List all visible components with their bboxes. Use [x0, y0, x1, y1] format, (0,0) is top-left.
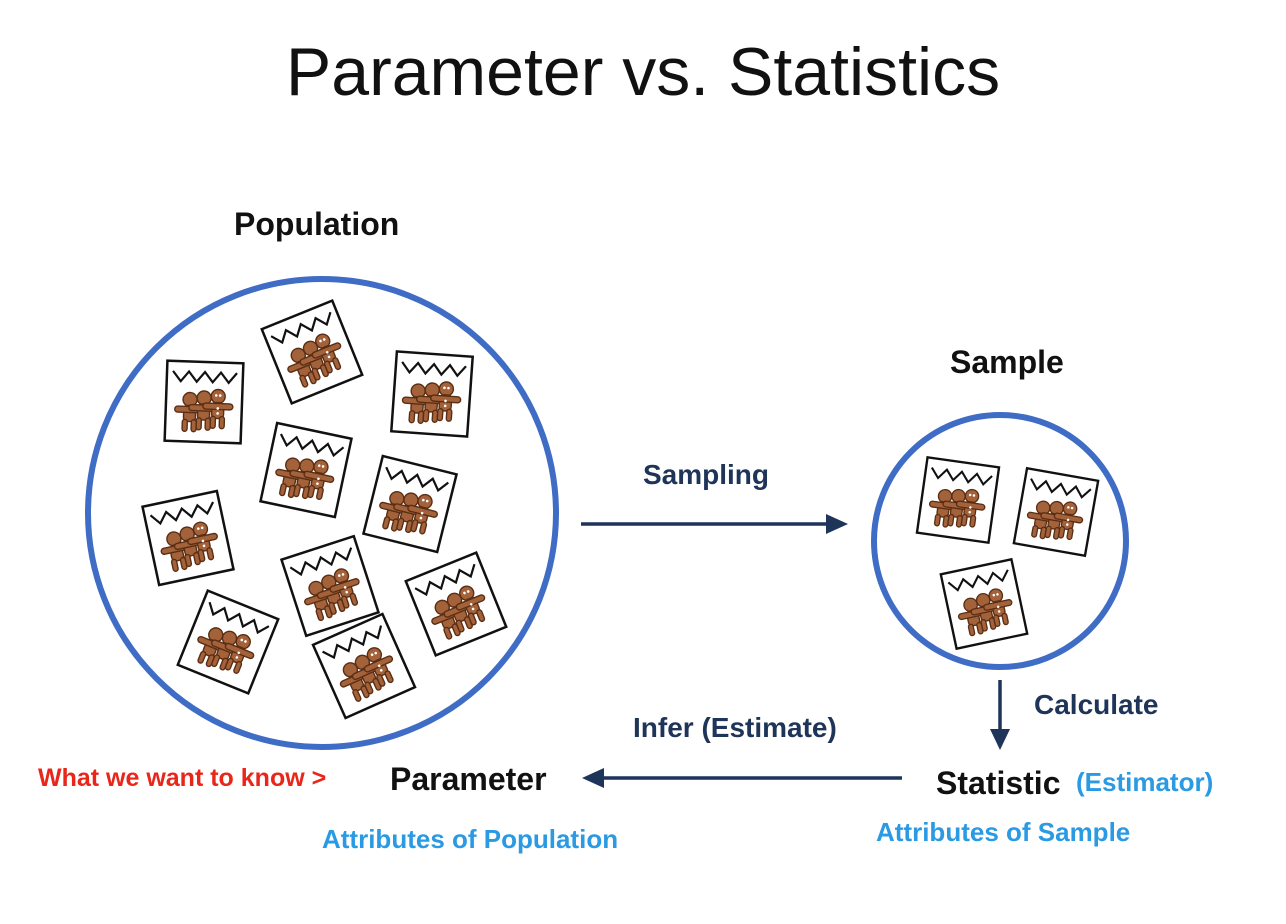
- population-attributes-label: Attributes of Population: [322, 824, 619, 854]
- gingerbread-cookie-bag-icon: [915, 456, 1001, 544]
- calculate-label: Calculate: [1034, 689, 1159, 720]
- sample-circle: [871, 412, 1129, 670]
- what-we-want-label: What we want to know >: [38, 764, 327, 792]
- sample-label: Sample: [950, 344, 1064, 380]
- population-label: Population: [234, 206, 400, 242]
- gingerbread-cookie-bag-icon: [280, 534, 380, 638]
- population-circle: [85, 276, 559, 750]
- gingerbread-cookie-bag-icon: [362, 454, 458, 554]
- gingerbread-cookie-bag-icon: [260, 299, 364, 405]
- gingerbread-cookie-bag-icon: [1012, 467, 1100, 557]
- calculate-arrow-icon: [990, 680, 1010, 750]
- page-title: Parameter vs. Statistics: [285, 34, 1001, 110]
- gingerbread-cookie-bag-icon: [390, 350, 474, 438]
- sampling-arrow-icon: [581, 514, 848, 534]
- sampling-label: Sampling: [643, 459, 770, 490]
- estimator-label: (Estimator): [1076, 767, 1214, 797]
- sample-attributes-label: Attributes of Sample: [876, 817, 1131, 847]
- gingerbread-cookie-bag-icon: [176, 589, 280, 695]
- population-cookie-bags: [141, 299, 508, 720]
- sample-cookie-bags: [915, 456, 1100, 650]
- gingerbread-cookie-bag-icon: [163, 359, 245, 445]
- parameter-label: Parameter: [390, 761, 547, 797]
- gingerbread-cookie-bag-icon: [404, 551, 508, 657]
- gingerbread-cookie-bag-icon: [939, 558, 1029, 650]
- infer-label: Infer (Estimate): [633, 712, 837, 743]
- gingerbread-cookie-bag-icon: [259, 421, 353, 519]
- statistic-label: Statistic: [936, 765, 1061, 801]
- infer-arrow-icon: [582, 768, 902, 788]
- gingerbread-cookie-bag-icon: [141, 489, 235, 587]
